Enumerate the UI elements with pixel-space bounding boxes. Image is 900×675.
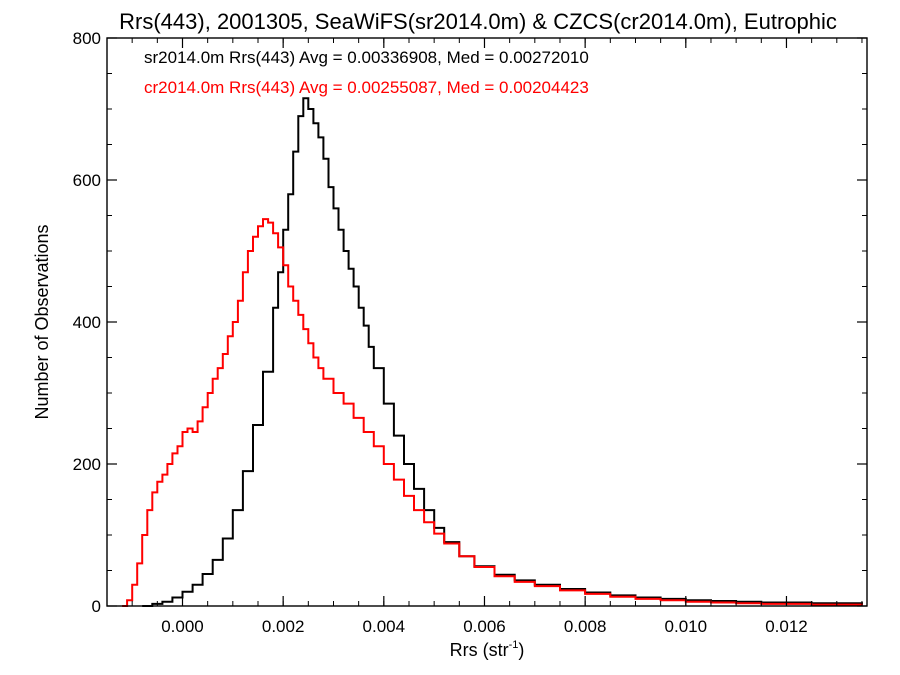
x-tick-label: 0.012 (765, 617, 808, 636)
y-tick-label: 0 (92, 597, 101, 616)
y-tick-label: 600 (73, 171, 101, 190)
y-axis-label: Number of Observations (32, 224, 52, 419)
plot-area: 0.000 0.002 0.004 0.006 0.008 0.010 0.012 0 200 4… (73, 29, 868, 636)
x-tick-label: 0.002 (262, 617, 305, 636)
ticks-layer (106, 37, 867, 607)
x-axis-label-main: Rrs (str (450, 640, 509, 660)
chart-title: Rrs(443), 2001305, SeaWiFS(sr2014.0m) & … (119, 9, 837, 34)
annotation-cr2014: cr2014.0m Rrs(443) Avg = 0.00255087, Med… (144, 78, 589, 97)
x-tick-label: 0.006 (463, 617, 506, 636)
series-layer (122, 97, 863, 607)
x-axis-label: Rrs (str-1) (450, 639, 525, 660)
x-axis-label-end: ) (518, 640, 524, 660)
tick-labels-layer: 0.000 0.002 0.004 0.006 0.008 0.010 0.012 0 200 4… (73, 29, 808, 636)
y-tick-label: 800 (73, 29, 101, 48)
x-tick-label: 0.008 (564, 617, 607, 636)
series-line-black (142, 97, 863, 607)
x-tick-label: 0.004 (363, 617, 406, 636)
plot-frame (106, 37, 868, 607)
y-tick-label: 400 (73, 313, 101, 332)
annotation-sr2014: sr2014.0m Rrs(443) Avg = 0.00336908, Med… (144, 48, 589, 67)
x-tick-label: 0.010 (665, 617, 708, 636)
y-tick-label: 200 (73, 455, 101, 474)
annotations-layer: sr2014.0m Rrs(443) Avg = 0.00336908, Med… (144, 48, 589, 97)
x-axis-label-superscript: -1 (509, 639, 519, 651)
x-tick-label: 0.000 (161, 617, 204, 636)
series-line-red (122, 218, 863, 607)
